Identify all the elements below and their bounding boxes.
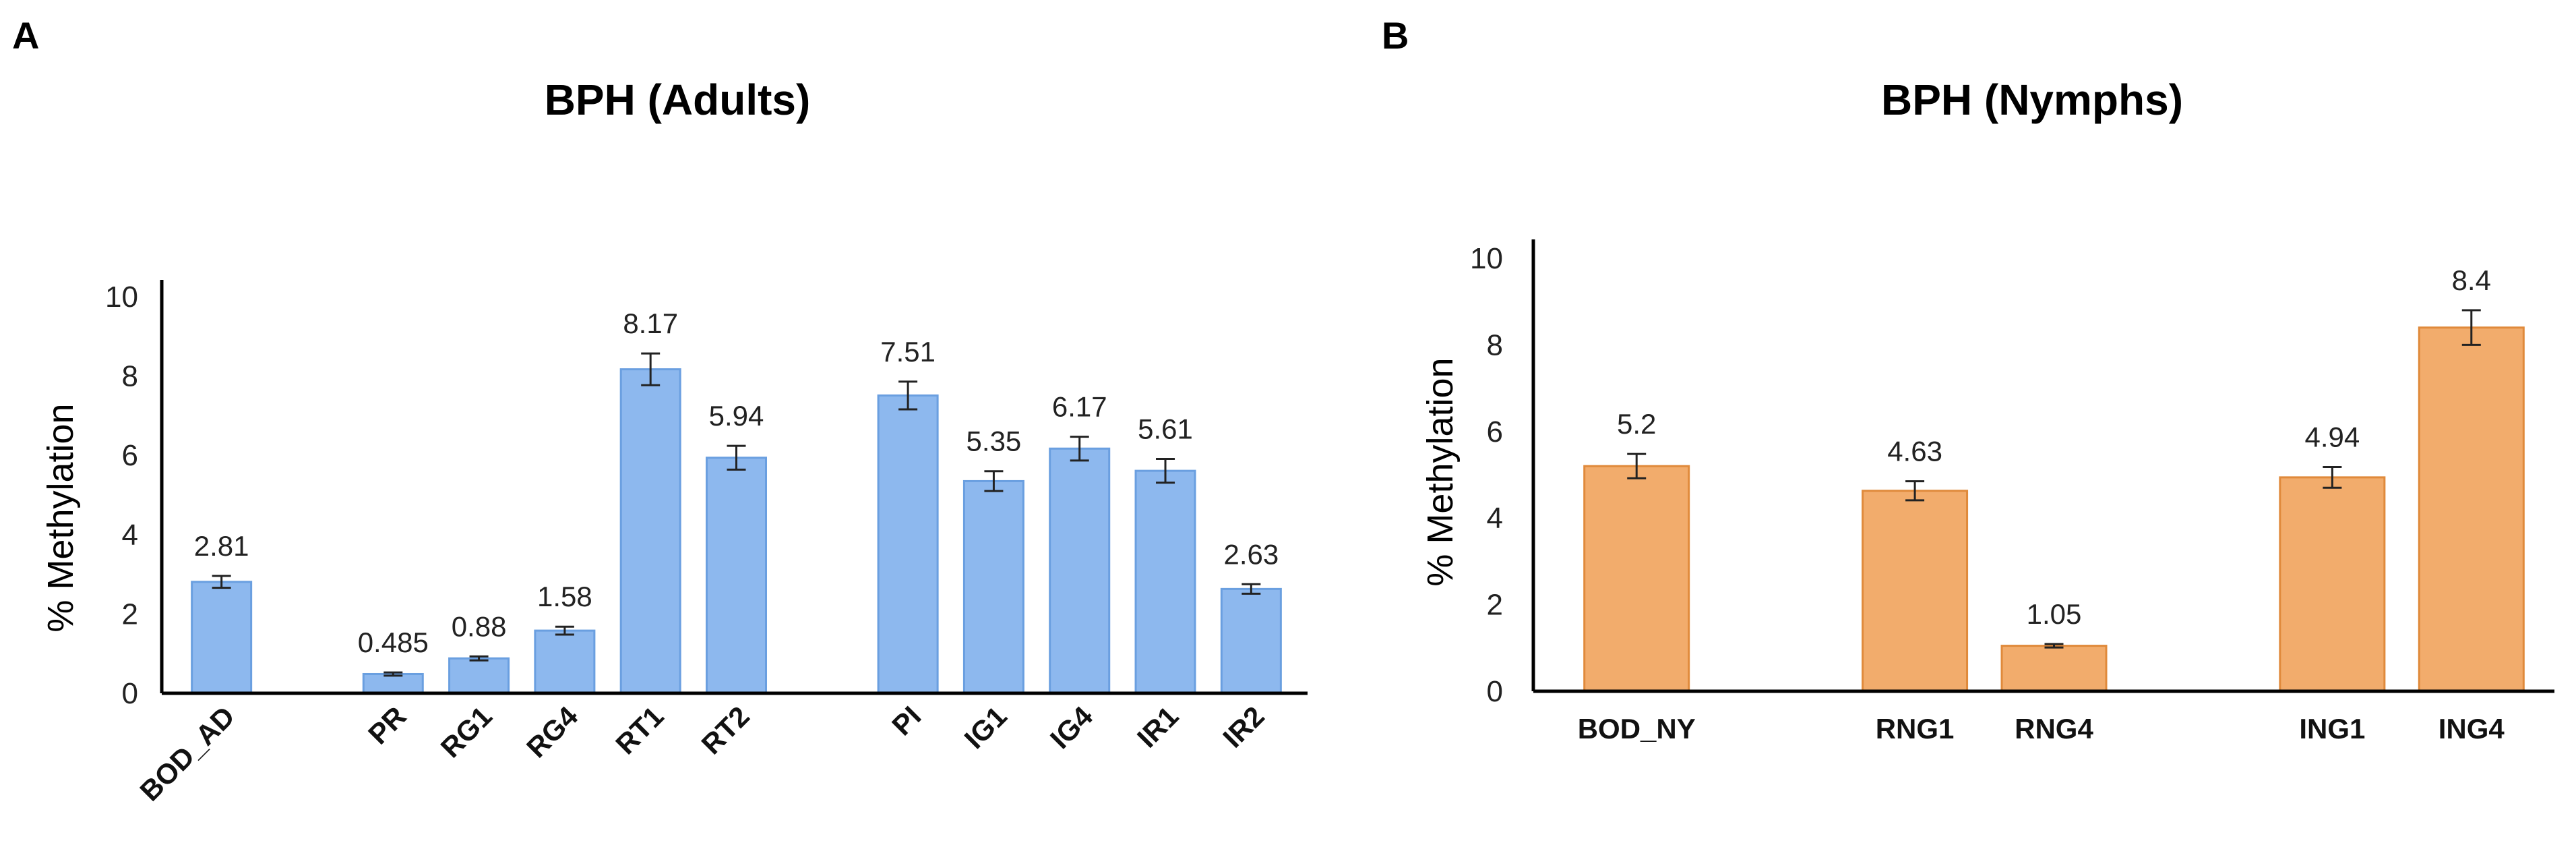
- panel-b-x-tick-RNG4: RNG4: [2015, 713, 2093, 745]
- panel-b-data-label-RNG1: 4.63: [1887, 436, 1942, 467]
- panel-a-y-tick-0: 0: [122, 677, 138, 710]
- panel-b-y-axis-label: % Methylation: [1420, 357, 1461, 586]
- panel-a-y-ticks: 0 2 4 6 8 10: [105, 281, 138, 710]
- panel-b-x-tick-BOD_NY: BOD_NY: [1578, 713, 1696, 745]
- panel-a-data-label-BOD_AD: 2.81: [194, 530, 249, 562]
- panel-a-bar-RG1: [448, 657, 510, 695]
- panel-a-error-bar-RT1: [641, 352, 661, 386]
- panel-a-error-bar-RG4: [555, 625, 574, 636]
- panel-b-y-tick-5: 10: [1470, 242, 1503, 275]
- panel-a-error-bar-PR: [384, 671, 403, 677]
- panel-a-bar-PI: [877, 394, 939, 695]
- panel-b-error-bar-ING4: [2461, 309, 2481, 346]
- panel-a-error-bar-IG4: [1070, 436, 1089, 462]
- panel-a-bar-RT2: [706, 457, 767, 695]
- panel-a-error-bar-IR1: [1156, 457, 1175, 484]
- panel-a-data-label-IG4: 6.17: [1052, 391, 1107, 423]
- panel-b-data-label-RNG4: 1.05: [2027, 598, 2082, 630]
- panel-a-bars: [191, 368, 1282, 695]
- panel-b-y-ticks: 0 2 4 6 8 10: [1470, 242, 1503, 708]
- panel-a-error-bar-IR2: [1241, 583, 1261, 595]
- panel-a-data-label-IG1: 5.35: [967, 426, 1022, 457]
- panel-b-y-tick-1: 2: [1487, 589, 1503, 622]
- panel-a-bar-RT1: [619, 368, 681, 695]
- panel-a-y-tick-4: 8: [122, 360, 138, 393]
- panel-b-error-bar-RNG1: [1905, 480, 1925, 502]
- panel-b-y-tick-0: 0: [1487, 675, 1503, 708]
- panel-b: B BPH (Nymphs) % Methylation 0 2 4 6 8 10 5.2…: [1382, 14, 2554, 745]
- panel-a-x-tick-RG4: RG4: [520, 700, 584, 764]
- panel-a: A BPH (Adults) % Methylation 0 2 4 6 8 10 2.8…: [12, 14, 1308, 807]
- panel-b-y-tick-3: 6: [1487, 415, 1503, 448]
- panel-b-error-bar-BOD_NY: [1627, 453, 1647, 479]
- panel-b-data-label-ING1: 4.94: [2304, 421, 2360, 453]
- panel-b-x-tick-RNG1: RNG1: [1876, 713, 1955, 745]
- panel-a-error-bar-PI: [898, 380, 918, 411]
- panel-a-label: A: [12, 14, 39, 57]
- panel-b-error-bar-RNG4: [2044, 643, 2064, 649]
- panel-a-error-bar-RT2: [727, 444, 746, 471]
- panel-b-bar-BOD_NY: [1583, 465, 1690, 693]
- panel-a-title: BPH (Adults): [545, 76, 811, 124]
- panel-a-y-tick-1: 2: [122, 598, 138, 631]
- panel-b-y-tick-4: 8: [1487, 328, 1503, 361]
- panel-a-x-tick-labels: BOD_AD PR RG1 RG4 RT1 RT2 PI IG1 IG4 IR1 IR2: [133, 700, 1270, 807]
- panel-a-data-label-IR1: 5.61: [1138, 413, 1193, 444]
- panel-a-bar-IG4: [1049, 447, 1111, 695]
- panel-a-x-tick-PI: PI: [886, 700, 927, 741]
- panel-a-y-tick-3: 6: [122, 439, 138, 472]
- panel-a-x-tick-PR: PR: [362, 700, 412, 751]
- panel-a-x-tick-IR1: IR1: [1131, 700, 1184, 753]
- panel-a-x-tick-IR2: IR2: [1217, 700, 1270, 753]
- panel-b-data-labels: 5.2 4.63 1.05 4.94 8.4: [1617, 264, 2491, 630]
- panel-b-bar-RNG4: [2000, 645, 2108, 693]
- panel-a-data-label-RG4: 1.58: [537, 581, 592, 612]
- panel-a-bar-IG1: [962, 479, 1024, 695]
- panel-a-x-tick-RT1: RT1: [609, 700, 669, 760]
- panel-b-error-bars: [1627, 309, 2481, 649]
- panel-a-error-bar-RG1: [469, 655, 489, 662]
- panel-b-bar-ING1: [2279, 476, 2386, 693]
- panel-a-data-label-PR: 0.485: [358, 627, 429, 658]
- panel-b-bar-RNG1: [1862, 490, 1969, 693]
- panel-b-data-label-ING4: 8.4: [2452, 264, 2491, 296]
- panel-b-data-label-BOD_NY: 5.2: [1617, 408, 1656, 440]
- panel-a-bar-PR: [362, 672, 424, 695]
- panel-a-x-tick-IG4: IG4: [1044, 700, 1099, 755]
- panel-b-x-tick-ING1: ING1: [2299, 713, 2365, 745]
- panel-a-data-label-IR2: 2.63: [1223, 538, 1279, 570]
- panel-a-data-label-RT1: 8.17: [623, 308, 678, 339]
- panel-a-x-tick-BOD_AD: BOD_AD: [133, 700, 241, 807]
- panel-b-y-tick-2: 4: [1487, 502, 1503, 535]
- panel-b-x-tick-labels: BOD_NY RNG1 RNG4 ING1 ING4: [1578, 713, 2505, 745]
- panel-b-error-bar-ING1: [2323, 465, 2342, 489]
- panel-a-error-bar-BOD_AD: [212, 575, 231, 589]
- panel-a-y-tick-5: 10: [105, 281, 138, 314]
- panel-a-bar-IR2: [1220, 587, 1282, 695]
- panel-b-bar-ING4: [2418, 326, 2525, 693]
- panel-a-error-bars: [212, 352, 1261, 677]
- panel-a-x-tick-RT2: RT2: [696, 700, 756, 760]
- panel-b-bars: [1583, 326, 2525, 693]
- panel-a-data-label-RG1: 0.88: [452, 610, 507, 642]
- panel-a-data-labels: 2.81 0.485 0.88 1.58 8.17 5.94 7.51 5.35 6.17 5.6…: [194, 308, 1279, 658]
- panel-a-y-axis-label: % Methylation: [40, 403, 81, 632]
- panel-a-bar-RG4: [534, 629, 596, 695]
- panel-b-title: BPH (Nymphs): [1881, 76, 2183, 124]
- panel-a-data-label-PI: 7.51: [880, 336, 936, 368]
- panel-b-x-tick-ING4: ING4: [2439, 713, 2505, 745]
- panel-a-error-bar-IG1: [984, 470, 1004, 492]
- panel-a-bar-IR1: [1134, 469, 1196, 695]
- panel-a-x-tick-IG1: IG1: [958, 700, 1013, 755]
- panel-b-label: B: [1382, 14, 1409, 57]
- panel-a-data-label-RT2: 5.94: [709, 400, 764, 432]
- panel-a-x-tick-RG1: RG1: [435, 700, 498, 763]
- panel-a-y-tick-2: 4: [122, 519, 138, 552]
- panel-a-bar-BOD_AD: [191, 581, 253, 695]
